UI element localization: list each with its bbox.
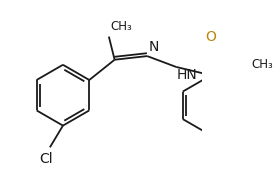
Text: CH₃: CH₃	[110, 20, 132, 33]
Text: CH₃: CH₃	[252, 58, 273, 71]
Text: HN: HN	[177, 68, 198, 82]
Text: N: N	[149, 40, 159, 54]
Text: Cl: Cl	[40, 152, 53, 166]
Text: O: O	[206, 30, 216, 44]
